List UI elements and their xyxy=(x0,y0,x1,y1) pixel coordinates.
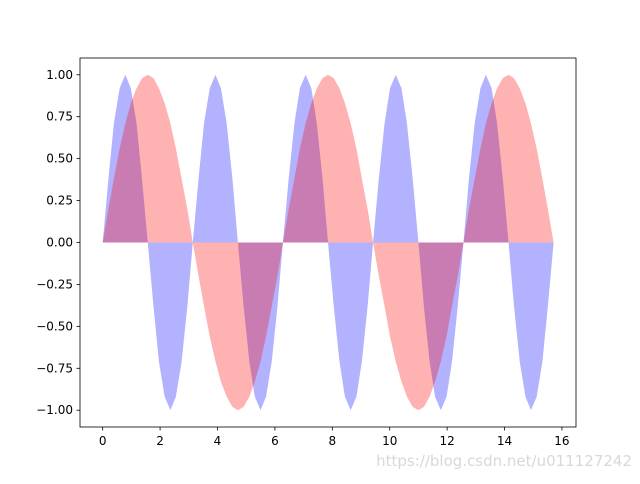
y-tick-label: −0.25 xyxy=(36,277,73,291)
y-tick-label: −0.50 xyxy=(36,319,73,333)
watermark: https://blog.csdn.net/u011127242 xyxy=(376,452,632,470)
x-tick-label: 0 xyxy=(99,434,107,448)
y-tick-label: 0.25 xyxy=(46,194,73,208)
x-tick-label: 12 xyxy=(439,434,454,448)
area-fill xyxy=(102,74,554,411)
x-tick-label: 16 xyxy=(554,434,569,448)
x-tick-label: 4 xyxy=(214,434,222,448)
x-tick-label: 8 xyxy=(328,434,336,448)
x-tick-label: 2 xyxy=(156,434,164,448)
y-tick-label: 0.00 xyxy=(46,236,73,250)
area-fill xyxy=(102,74,554,411)
y-tick-label: −0.75 xyxy=(36,361,73,375)
x-tick-label: 10 xyxy=(382,434,397,448)
x-tick-label: 14 xyxy=(497,434,512,448)
y-tick-label: 1.00 xyxy=(46,68,73,82)
x-tick-label: 6 xyxy=(271,434,279,448)
y-tick-label: 0.50 xyxy=(46,152,73,166)
y-tick-label: −1.00 xyxy=(36,403,73,417)
y-tick-label: 0.75 xyxy=(46,110,73,124)
